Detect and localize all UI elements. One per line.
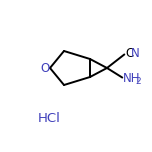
Text: O: O (40, 62, 50, 74)
Text: C: C (125, 47, 134, 60)
Text: NH: NH (123, 72, 141, 85)
Text: N: N (131, 47, 140, 60)
Text: 2: 2 (135, 77, 141, 86)
Text: HCl: HCl (38, 112, 61, 124)
